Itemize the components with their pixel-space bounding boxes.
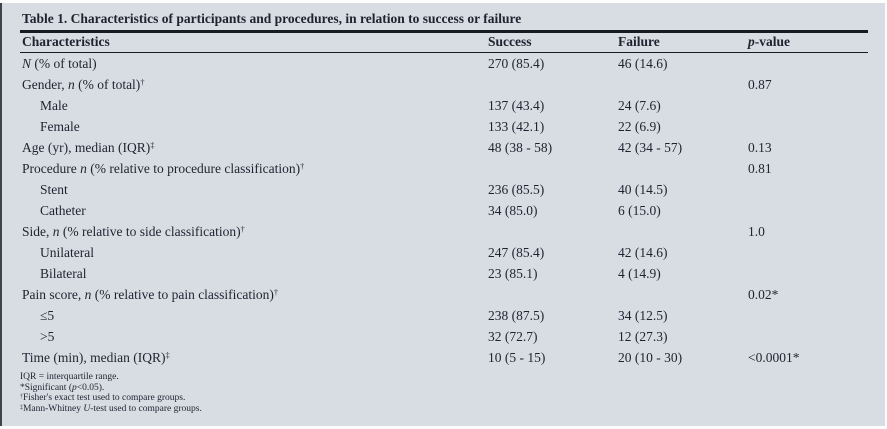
cell-success: 32 (72.7): [488, 328, 538, 344]
cell-characteristic: Female: [40, 118, 80, 134]
table-row: Male 137 (43.4) 24 (7.6): [2, 95, 885, 116]
table-row: Bilateral 23 (85.1) 4 (14.9): [2, 263, 885, 284]
cell-characteristic: Stent: [40, 181, 68, 197]
cell-failure: 34 (12.5): [618, 307, 668, 323]
cell-characteristic: Pain score, n (% relative to pain classi…: [22, 286, 279, 302]
header-rule: [20, 51, 868, 53]
table-row: >5 32 (72.7) 12 (27.3): [2, 326, 885, 347]
cell-p-value: 0.81: [748, 160, 772, 176]
table-title: Table 1. Characteristics of participants…: [22, 11, 522, 26]
cell-failure: 40 (14.5): [618, 181, 668, 197]
cell-p-value: <0.0001*: [748, 349, 800, 365]
table-row: Side, n (% relative to side classificati…: [2, 221, 885, 242]
title-rule: [20, 30, 868, 33]
cell-p-value: 0.13: [748, 139, 772, 155]
cell-failure: 42 (34 - 57): [618, 139, 683, 155]
cell-failure: 24 (7.6): [618, 97, 661, 113]
table-row: Unilateral 247 (85.4) 42 (14.6): [2, 242, 885, 263]
cell-failure: 6 (15.0): [618, 202, 661, 218]
cell-failure: 22 (6.9): [618, 118, 661, 134]
cell-characteristic: Time (min), median (IQR)‡: [22, 349, 170, 365]
cell-success: 10 (5 - 15): [488, 349, 546, 365]
cell-success: 236 (85.5): [488, 181, 545, 197]
cell-failure: 20 (10 - 30): [618, 349, 683, 365]
cell-p-value: 0.02*: [748, 286, 779, 302]
cell-characteristic: Age (yr), median (IQR)‡: [22, 139, 155, 155]
table-row: Age (yr), median (IQR)‡ 48 (38 - 58) 42 …: [2, 137, 885, 158]
cell-characteristic: Side, n (% relative to side classificati…: [22, 223, 245, 239]
cell-characteristic: ≤5: [40, 307, 55, 323]
cell-characteristic: N (% of total): [22, 55, 97, 71]
column-header-characteristics: Characteristics: [22, 34, 110, 49]
cell-characteristic: Bilateral: [40, 265, 87, 281]
cell-success: 23 (85.1): [488, 265, 538, 281]
table-header-row: Characteristics Success Failure p-value: [2, 33, 885, 52]
table-row: Procedure n (% relative to procedure cla…: [2, 158, 885, 179]
footnote: ‡Mann-Whitney U-test used to compare gro…: [20, 403, 202, 414]
cell-success: 270 (85.4): [488, 55, 545, 71]
cell-success: 48 (38 - 58): [488, 139, 553, 155]
table-row: Time (min), median (IQR)‡ 10 (5 - 15) 20…: [2, 347, 885, 368]
cell-characteristic: Unilateral: [40, 244, 94, 260]
table-row: ≤5 238 (87.5) 34 (12.5): [2, 305, 885, 326]
cell-characteristic: Gender, n (% of total)†: [22, 76, 145, 92]
cell-success: 247 (85.4): [488, 244, 545, 260]
column-header-p-value: p-value: [748, 34, 790, 49]
cell-characteristic: Male: [40, 97, 68, 113]
cell-failure: 12 (27.3): [618, 328, 668, 344]
table-footnotes: IQR = interquartile range. *Significant (…: [2, 372, 885, 414]
table-row: N (% of total) 270 (85.4) 46 (14.6): [2, 53, 885, 74]
footnote: IQR = interquartile range.: [20, 372, 119, 382]
table-row: Catheter 34 (85.0) 6 (15.0): [2, 200, 885, 221]
cell-p-value: 1.0: [748, 223, 765, 239]
cell-characteristic: Catheter: [40, 202, 86, 218]
footnote: *Significant (p<0.05).: [20, 382, 105, 393]
cell-success: 34 (85.0): [488, 202, 538, 218]
table-row: Gender, n (% of total)† 0.87: [2, 74, 885, 95]
cell-success: 238 (87.5): [488, 307, 545, 323]
cell-success: 133 (42.1): [488, 118, 545, 134]
cell-characteristic: Procedure n (% relative to procedure cla…: [22, 160, 305, 176]
table-row: Pain score, n (% relative to pain classi…: [2, 284, 885, 305]
table-body: N (% of total) 270 (85.4) 46 (14.6) Gend…: [2, 53, 885, 368]
table-panel: Table 1. Characteristics of participants…: [0, 3, 885, 426]
table-row: Female 133 (42.1) 22 (6.9): [2, 116, 885, 137]
cell-failure: 42 (14.6): [618, 244, 668, 260]
cell-success: 137 (43.4): [488, 97, 545, 113]
cell-failure: 46 (14.6): [618, 55, 668, 71]
table-row: Stent 236 (85.5) 40 (14.5): [2, 179, 885, 200]
cell-p-value: 0.87: [748, 76, 772, 92]
cell-characteristic: >5: [40, 328, 55, 344]
column-header-failure: Failure: [618, 34, 660, 49]
footnote: †Fisher's exact test used to compare gro…: [20, 393, 186, 403]
column-header-success: Success: [488, 34, 532, 49]
cell-failure: 4 (14.9): [618, 265, 661, 281]
